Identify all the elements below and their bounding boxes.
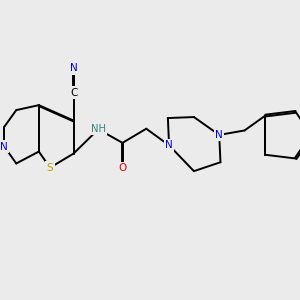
- Text: NH: NH: [91, 124, 106, 134]
- Text: N: N: [1, 142, 8, 152]
- Text: N: N: [215, 130, 223, 140]
- Text: O: O: [118, 164, 127, 173]
- Text: N: N: [165, 140, 173, 150]
- Text: C: C: [70, 88, 77, 98]
- Text: S: S: [47, 163, 53, 173]
- Text: N: N: [70, 63, 77, 74]
